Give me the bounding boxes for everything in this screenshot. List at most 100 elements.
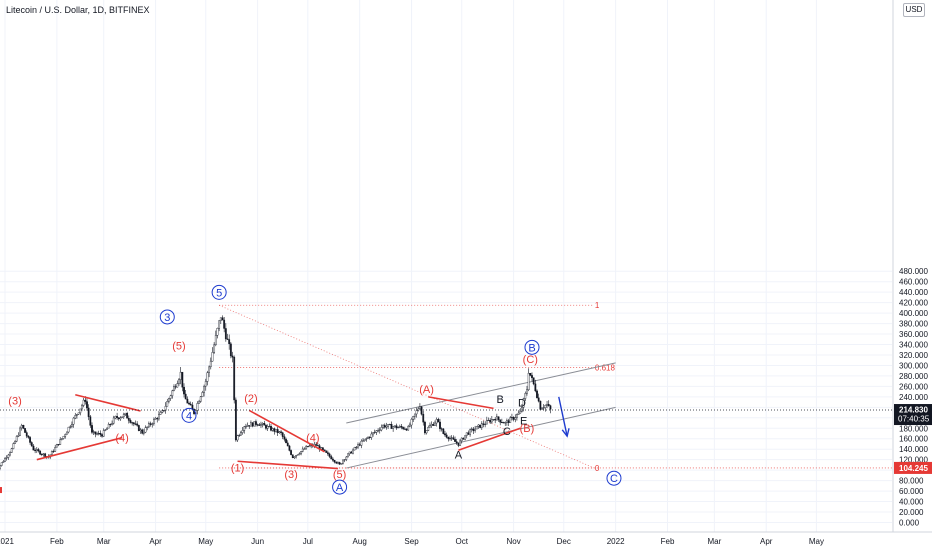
time-tick-label: Oct [456,537,469,546]
price-tick-label: 380.000 [899,320,928,329]
candle-body [276,429,279,433]
fib-level-label: 0.618 [595,364,616,373]
price-tick-label: 440.000 [899,288,928,297]
candle-body [15,436,18,442]
last-price-tag [894,404,932,426]
candle-body [248,425,251,427]
candle-body [502,422,505,424]
candle-body [474,428,477,431]
candle-body [388,424,391,426]
candle-body [76,414,78,416]
time-axis[interactable]: 2021 Feb Mar Apr May Jun Jul Aug Sep Oct Nov Dec 202… [0,537,824,546]
candle-body [111,422,113,425]
candle-body [455,441,458,444]
candle-body [270,426,272,431]
grid-lines [0,0,892,532]
candle-body [57,444,60,446]
candle-body [393,425,396,428]
candle-body [445,434,448,438]
candle-body [544,405,547,408]
candle-body [208,366,211,373]
candle-body [347,453,349,458]
candle-body [316,445,319,447]
price-tick-label: 340.000 [899,341,928,350]
candle-body [84,399,87,402]
wave-label: (A) [419,384,434,396]
fibonacci-retracement[interactable]: 1 0.618 0 [218,301,892,473]
time-tick-label: 2022 [607,537,625,546]
candle-body [469,429,471,435]
forecast-arrow[interactable] [558,396,570,438]
candle-body [536,390,538,399]
candle-body [328,453,331,457]
candle-body [375,430,378,433]
price-axis[interactable]: 0.00020.00040.00060.00080.000100.000120.… [899,267,928,527]
candle-body [206,372,209,382]
candle-body [246,425,249,427]
cropped-label-mark [0,487,2,494]
candle-body [447,437,450,440]
candle-body [62,435,65,439]
candle-body [495,416,498,421]
candle-body [397,427,400,429]
candle-body [131,422,134,424]
wave-circle [159,309,175,325]
candle-body [163,410,165,412]
candle-body [368,436,371,438]
candle-body [413,413,416,417]
candle-body [174,386,177,388]
wave-label: (2) [244,393,257,405]
candle-body [403,428,406,430]
candle-body [127,418,130,421]
candle-body [285,439,287,444]
channel-line [346,362,616,424]
candle-body [146,426,149,428]
candle-body [380,427,383,431]
candle-body [106,427,108,430]
candle-body [400,426,403,428]
candle-body [142,431,145,434]
candle-body [173,386,175,391]
candle-body [357,444,359,448]
candle-body [152,419,155,425]
candle-body [40,453,43,455]
wave-trendline [458,427,521,452]
candle-body [325,450,328,453]
candle-body [440,428,443,430]
candle-body [121,416,124,418]
candle-body [171,390,174,397]
wave-circle [181,407,197,423]
candle-body [69,426,72,428]
price-tick-label: 480.000 [899,267,928,276]
candle-body [475,426,478,430]
candle-body [214,334,217,346]
candle-body [527,372,530,391]
candle-body [213,344,216,353]
candle-body [293,456,296,459]
candle-body [296,454,299,456]
candle-body [234,399,237,441]
candle-body [0,462,3,466]
candle-body [452,437,455,440]
candle-body [300,451,303,454]
trend-channel[interactable] [346,362,616,469]
currency-button[interactable]: USD [903,3,925,17]
wave-trendlines[interactable] [36,393,521,470]
candle-body [450,437,453,439]
wave-label: 4 [186,410,192,422]
candle-body [420,406,423,415]
candle-body [32,445,35,451]
wave-circle [606,470,622,486]
candle-body [355,446,358,448]
candle-body [258,424,261,426]
candle-body [372,432,374,435]
candle-body [352,449,354,454]
chart-title: Litecoin / U.S. Dollar, 1D, BITFINEX [6,5,150,15]
candle-body [275,429,277,432]
wave-circle [332,479,348,495]
time-tick-label: Aug [353,537,367,546]
candle-body [261,423,264,425]
candle-body [24,428,26,433]
candle-body [512,416,515,420]
